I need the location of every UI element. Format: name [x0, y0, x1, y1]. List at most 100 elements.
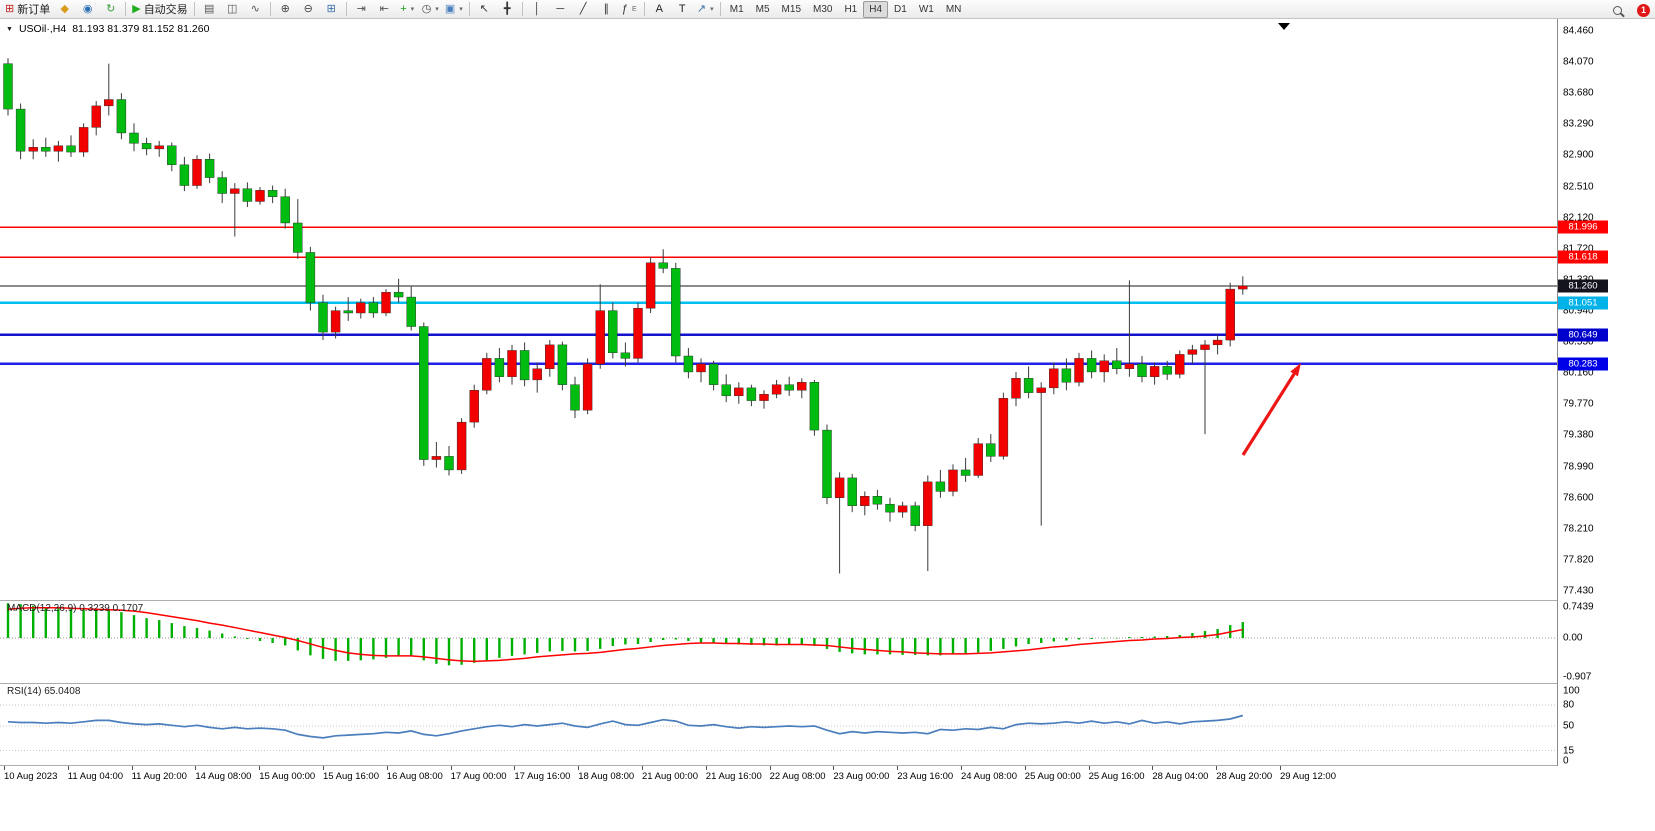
time-axis-label: 17 Aug 16:00	[514, 771, 571, 782]
market-watch-button[interactable]: ◉	[76, 1, 99, 17]
chart-ohlc-values: 81.193 81.379 81.152 81.260	[72, 23, 210, 35]
chevron-down-icon[interactable]: ▾	[459, 6, 463, 13]
zoom-out-button[interactable]: ⊖	[297, 1, 320, 17]
price-box-81.260: 81.260	[1558, 279, 1608, 293]
candle	[1074, 358, 1084, 383]
new-order-button[interactable]: ⊞ 新订单	[2, 1, 53, 17]
chevron-down-icon[interactable]: ▾	[435, 6, 439, 13]
line-chart-button[interactable]: ∿	[244, 1, 267, 17]
candle	[15, 108, 26, 152]
periods-button[interactable]: ◷ ▾	[419, 1, 442, 17]
timeframe-h1[interactable]: H1	[844, 3, 858, 15]
timeframe-m15[interactable]: M15	[781, 3, 801, 15]
price-chart-canvas[interactable]	[0, 19, 1557, 600]
pane-separator-macd[interactable]	[0, 600, 1655, 601]
candle	[3, 63, 13, 110]
macd-signal-line	[7, 606, 1243, 663]
time-axis-label: 14 Aug 08:00	[195, 771, 252, 782]
candle	[91, 105, 101, 128]
vertical-line-button[interactable]: │	[526, 1, 549, 17]
candle	[860, 496, 870, 506]
candle	[960, 469, 971, 476]
new-chart-button[interactable]: + ▾	[396, 1, 419, 17]
chart-shift-marker[interactable]	[1278, 23, 1290, 30]
candle	[595, 310, 605, 365]
price-box-81.996: 81.996	[1558, 220, 1608, 234]
arrows-tool-button[interactable]: ↗ ▾	[694, 1, 717, 17]
candle	[1187, 349, 1198, 355]
time-axis-label: 15 Aug 16:00	[323, 771, 379, 782]
time-tick	[769, 766, 771, 770]
chevron-down-icon[interactable]: ▾	[710, 6, 714, 13]
candle	[797, 382, 807, 391]
timeframe-h4[interactable]: H4	[863, 0, 889, 18]
candle	[129, 132, 139, 144]
zoom-in-button[interactable]: ⊕	[274, 1, 297, 17]
macd-canvas[interactable]	[0, 601, 1557, 683]
text-label-button[interactable]: T	[671, 1, 694, 17]
arrow-annotation[interactable]	[1241, 363, 1301, 456]
new-chart-icon: +	[400, 3, 407, 15]
price-axis-label: 78.210	[1563, 523, 1594, 535]
timeframe-w1[interactable]: W1	[918, 3, 934, 15]
auto-scroll-button[interactable]: ⇥	[350, 1, 373, 17]
price-axis[interactable]: 84.460 84.070 83.680 83.290 82.900 82.510 82.1…	[1558, 19, 1655, 767]
symbol-dropdown-icon[interactable]: ▼	[6, 25, 13, 33]
crosshair-button[interactable]: ╋	[496, 1, 519, 17]
channel-button[interactable]: ∥	[595, 1, 618, 17]
refresh-button[interactable]: ↻	[99, 1, 122, 17]
candle	[179, 164, 190, 186]
search-button[interactable]	[1606, 2, 1629, 18]
time-tick	[1024, 766, 1026, 770]
chart-shift-button[interactable]: ⇤	[373, 1, 396, 17]
mql-community-button[interactable]: ◆	[53, 1, 76, 17]
timeframe-d1[interactable]: D1	[894, 3, 907, 15]
candle	[872, 496, 883, 505]
price-axis-label: 78.990	[1563, 461, 1594, 473]
time-axis-label: 17 Aug 00:00	[450, 771, 507, 782]
rsi-axis-label: 100	[1563, 685, 1580, 697]
pane-separator-rsi[interactable]	[0, 683, 1655, 684]
rsi-canvas[interactable]	[0, 684, 1557, 765]
timeframe-mn[interactable]: MN	[945, 3, 962, 15]
time-axis[interactable]: 10 Aug 2023 11 Aug 04:00 11 Aug 20:00 14 Au…	[0, 766, 1557, 788]
candlestick-chart-icon: ◫	[226, 3, 238, 15]
candlestick-chart-button[interactable]: ◫	[221, 1, 244, 17]
candle	[696, 363, 706, 373]
time-tick	[705, 766, 707, 770]
auto-trading-button-label: 自动交易	[143, 4, 188, 16]
chart-title: ▼ USOil·,H4 81.193 81.379 81.152 81.260	[6, 23, 209, 35]
arrow-objects-icon: ↗	[696, 3, 707, 15]
horizontal-line-button[interactable]: ─	[549, 1, 572, 17]
candle	[1061, 368, 1072, 383]
rsi-axis-label: 0	[1563, 755, 1569, 767]
notification-badge[interactable]: 1	[1637, 3, 1650, 17]
price-axis-label: 83.290	[1563, 118, 1594, 130]
chevron-down-icon[interactable]: ▾	[410, 6, 415, 13]
auto-trading-button[interactable]: ▶ 自动交易	[129, 1, 190, 17]
candle	[910, 505, 920, 526]
timeframe-m1[interactable]: M1	[729, 3, 744, 15]
candle	[1149, 366, 1160, 377]
timeframe-m30[interactable]: M30	[813, 3, 833, 15]
text-button[interactable]: A	[648, 1, 671, 17]
candle	[28, 147, 38, 152]
cursor-button[interactable]: ↖	[473, 1, 496, 17]
candle	[620, 352, 631, 359]
bar-chart-button[interactable]: ▤	[198, 1, 221, 17]
timeframe-m5[interactable]: M5	[755, 3, 770, 15]
candle	[1112, 360, 1122, 369]
time-tick	[961, 766, 962, 770]
price-axis-label: 80.940	[1563, 305, 1594, 317]
trendline-button[interactable]: ╱	[572, 1, 595, 17]
time-axis-label: 23 Aug 00:00	[833, 771, 890, 782]
tile-windows-button[interactable]: ⊞	[320, 1, 343, 17]
auto-trading-play-icon: ▶	[132, 3, 141, 15]
toolbar-separator	[193, 2, 195, 16]
toolbar-separator	[125, 2, 127, 16]
candle	[1238, 285, 1248, 290]
templates-button[interactable]: ▣ ▾	[442, 1, 466, 17]
candle	[482, 358, 492, 391]
